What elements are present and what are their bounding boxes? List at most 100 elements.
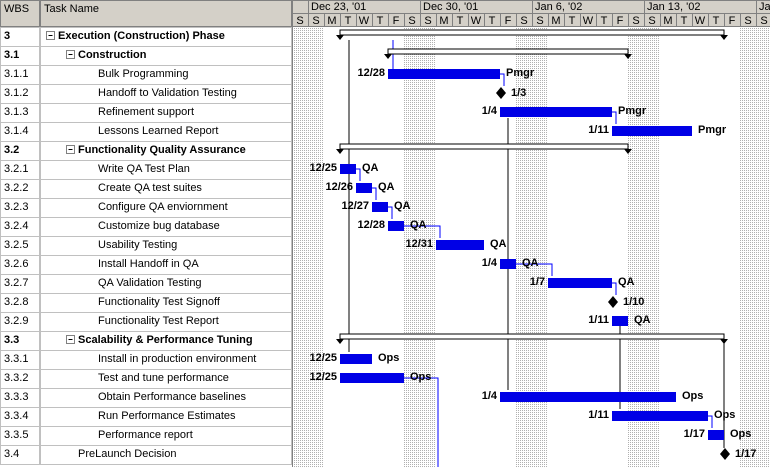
wbs: 3.1.1 — [4, 68, 28, 80]
wbs: 3.1.4 — [4, 125, 28, 137]
task-name: Lessons Learned Report — [98, 125, 218, 137]
summary-bar — [339, 29, 725, 36]
task-name: Create QA test suites — [98, 182, 202, 194]
wbs: 3.2.4 — [4, 220, 28, 232]
summary-cap — [720, 35, 728, 40]
task-name: Functionality Quality Assurance — [78, 144, 246, 156]
wbs: 3.3 — [4, 334, 19, 346]
start-date-label: 1/4 — [482, 257, 498, 269]
summary-cap — [336, 339, 344, 344]
task-name: Install in production environment — [98, 353, 256, 365]
task-name: PreLaunch Decision — [78, 448, 176, 460]
task-bar — [500, 259, 516, 269]
day-letter: S — [296, 15, 303, 27]
day-letter: T — [489, 15, 496, 27]
day-letter: T — [681, 15, 688, 27]
resource-label: Ops — [682, 390, 703, 402]
start-date-label: 12/28 — [357, 219, 385, 231]
resource-label: QA — [634, 314, 651, 326]
day-letter: S — [424, 15, 431, 27]
day-letter: S — [536, 15, 543, 27]
task-name: Refinement support — [98, 106, 194, 118]
resource-label: Ops — [378, 352, 399, 364]
nonworking-day — [644, 27, 660, 467]
resource-label: QA — [378, 181, 395, 193]
wbs: 3.1.3 — [4, 106, 28, 118]
finish-date-label: 1/3 — [511, 87, 526, 99]
wbs: 3.3.2 — [4, 372, 28, 384]
nonworking-shading — [292, 27, 770, 467]
task-bar — [500, 107, 612, 117]
nonworking-day — [420, 27, 436, 467]
milestone — [496, 87, 506, 99]
day-letter: T — [569, 15, 576, 27]
link — [612, 282, 617, 295]
wbs: 3.1 — [4, 49, 19, 61]
bars: 12/28 Pmgr 1/3 1/4 Pmgr 1/11 Pmgr 12/25 QA 12/26 Q… — [309, 29, 756, 460]
task-table: WBS Task Name 3 Execution (Construction) … — [0, 0, 292, 465]
finish-date-label: 1/10 — [623, 296, 644, 308]
link — [612, 111, 617, 124]
wbs: 3.3.4 — [4, 410, 28, 422]
day-letter: M — [439, 15, 448, 27]
day-letter: S — [744, 15, 751, 27]
task-name: Obtain Performance baselines — [98, 391, 246, 403]
day-letter: F — [617, 15, 624, 27]
task-name: Run Performance Estimates — [98, 410, 236, 422]
task-name: Usability Testing — [98, 239, 177, 251]
summary-cap — [624, 149, 632, 154]
week-label: Dec 30, '01 — [423, 1, 478, 13]
header-cell[interactable] — [40, 0, 292, 27]
nonworking-day — [628, 27, 644, 467]
name-cell — [40, 445, 292, 465]
task-name: Handoff to Validation Testing — [98, 87, 237, 99]
resource-label: QA — [522, 257, 539, 269]
task-name: Construction — [78, 49, 147, 61]
start-date-label: 12/31 — [405, 238, 433, 250]
wbs-cell — [0, 445, 40, 465]
header-cell[interactable] — [0, 0, 40, 27]
link — [372, 187, 377, 200]
week-label: Jan 13, '02 — [647, 1, 700, 13]
day-letter: S — [632, 15, 639, 27]
week-label: Jan 20, '02 — [759, 1, 770, 13]
milestone — [608, 296, 618, 308]
day-letter: T — [377, 15, 384, 27]
task-bar — [612, 126, 692, 136]
start-date-label: 1/4 — [482, 390, 498, 402]
resource-label: Pmgr — [698, 124, 727, 136]
column-header[interactable]: WBS — [4, 3, 29, 15]
resource-label: QA — [362, 162, 379, 174]
day-letter: T — [713, 15, 720, 27]
task-bar — [612, 316, 628, 326]
link — [388, 206, 393, 219]
start-date-label: 1/11 — [588, 314, 609, 326]
start-date-label: 12/28 — [357, 67, 385, 79]
link — [708, 415, 713, 428]
summary-cap — [336, 35, 344, 40]
resource-label: Ops — [714, 409, 735, 421]
day-letter: T — [345, 15, 352, 27]
task-name: Bulk Programming — [98, 68, 188, 80]
summary-cap — [624, 54, 632, 59]
day-letter: F — [393, 15, 400, 27]
resource-label: QA — [410, 219, 427, 231]
column-header[interactable]: Task Name — [44, 3, 99, 15]
wbs: 3.2.9 — [4, 315, 28, 327]
wbs: 3.2.7 — [4, 277, 28, 289]
resource-label: Pmgr — [618, 105, 647, 117]
task-name: Write QA Test Plan — [98, 163, 190, 175]
link — [356, 168, 361, 181]
resource-label: QA — [394, 200, 411, 212]
resource-label: Pmgr — [506, 67, 535, 79]
wbs: 3.3.5 — [4, 429, 28, 441]
finish-date-label: 1/17 — [735, 448, 756, 460]
task-bar — [548, 278, 612, 288]
task-bar — [436, 240, 484, 250]
task-name: Execution (Construction) Phase — [58, 30, 225, 42]
day-letter: M — [663, 15, 672, 27]
wbs: 3.2.6 — [4, 258, 28, 270]
start-date-label: 1/11 — [588, 409, 609, 421]
